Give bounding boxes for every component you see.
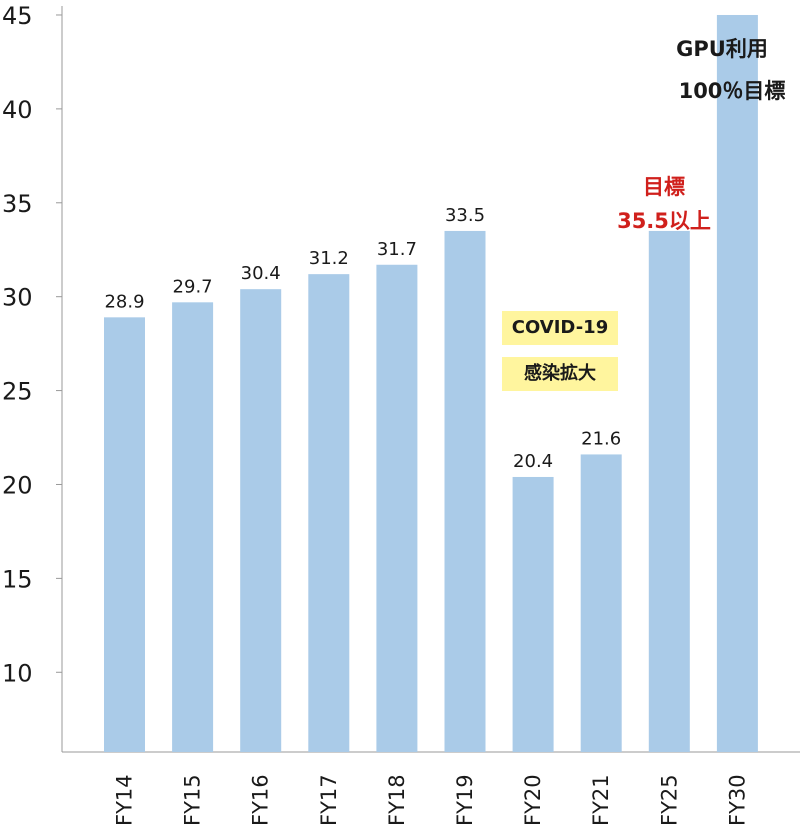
y-tick-label-35: 35 bbox=[2, 190, 33, 218]
y-tick-label-30: 30 bbox=[2, 284, 33, 312]
x-tick-label-fy30: FY30 bbox=[725, 774, 749, 826]
x-tick-label-fy19: FY19 bbox=[453, 774, 477, 826]
y-tick-label-15: 15 bbox=[2, 565, 33, 593]
x-tick-label-fy17: FY17 bbox=[317, 774, 341, 826]
y-tick-label-40: 40 bbox=[2, 96, 33, 124]
data-label-fy19: 33.5 bbox=[445, 205, 485, 226]
x-tick-label-fy16: FY16 bbox=[249, 774, 273, 826]
bars bbox=[104, 14, 758, 753]
bar-fy14 bbox=[104, 317, 145, 752]
x-tick-label-fy15: FY15 bbox=[181, 774, 205, 826]
bar-fy15 bbox=[172, 302, 214, 752]
bar-fy25 bbox=[648, 230, 690, 752]
covid-label-line2: 感染拡大 bbox=[502, 357, 618, 391]
bar-fy21 bbox=[580, 454, 622, 752]
x-tick-label-fy21: FY21 bbox=[589, 774, 613, 826]
covid-label-line1: COVID-19 bbox=[502, 311, 618, 345]
y-tick-label-10: 10 bbox=[2, 659, 33, 687]
y-tick-label-45: 45 bbox=[2, 2, 33, 30]
annotation-target-line2: 35.5以上 bbox=[617, 209, 711, 233]
x-axis-ticks: FY14 FY15 FY16 FY17 FY18 FY19 FY20 FY21 FY25 FY30 bbox=[113, 774, 750, 826]
x-tick-label-fy14: FY14 bbox=[113, 774, 137, 826]
bar-fy16 bbox=[240, 289, 282, 752]
bar-fy17 bbox=[308, 274, 350, 752]
bar-fy18 bbox=[376, 264, 418, 752]
x-tick-label-fy20: FY20 bbox=[521, 774, 545, 826]
x-tick-label-fy25: FY25 bbox=[657, 774, 681, 826]
bar-fy19 bbox=[444, 230, 486, 752]
bar-fy30 bbox=[716, 14, 758, 753]
y-tick-label-25: 25 bbox=[2, 378, 33, 406]
annotation-gpu-line1: GPU利用 bbox=[676, 37, 768, 61]
data-label-fy15: 29.7 bbox=[173, 276, 213, 297]
bar-fy20 bbox=[512, 476, 554, 752]
data-label-fy16: 30.4 bbox=[241, 263, 281, 284]
data-label-fy14: 28.9 bbox=[104, 291, 144, 312]
y-axis-ticks: 10 15 20 25 30 35 40 45 bbox=[2, 2, 62, 687]
y-tick-label-20: 20 bbox=[2, 471, 33, 499]
x-tick-label-fy18: FY18 bbox=[385, 774, 409, 826]
data-label-fy20: 20.4 bbox=[513, 451, 553, 472]
data-label-fy18: 31.7 bbox=[377, 239, 417, 260]
annotation-target-line1: 目標 bbox=[643, 175, 685, 199]
data-label-fy17: 31.2 bbox=[309, 248, 349, 269]
data-label-fy21: 21.6 bbox=[581, 428, 621, 449]
annotation-gpu-line2: 100％目標 bbox=[679, 79, 786, 103]
data-labels: 28.9 29.7 30.4 31.2 31.7 33.5 20.4 21.6 bbox=[104, 205, 621, 472]
